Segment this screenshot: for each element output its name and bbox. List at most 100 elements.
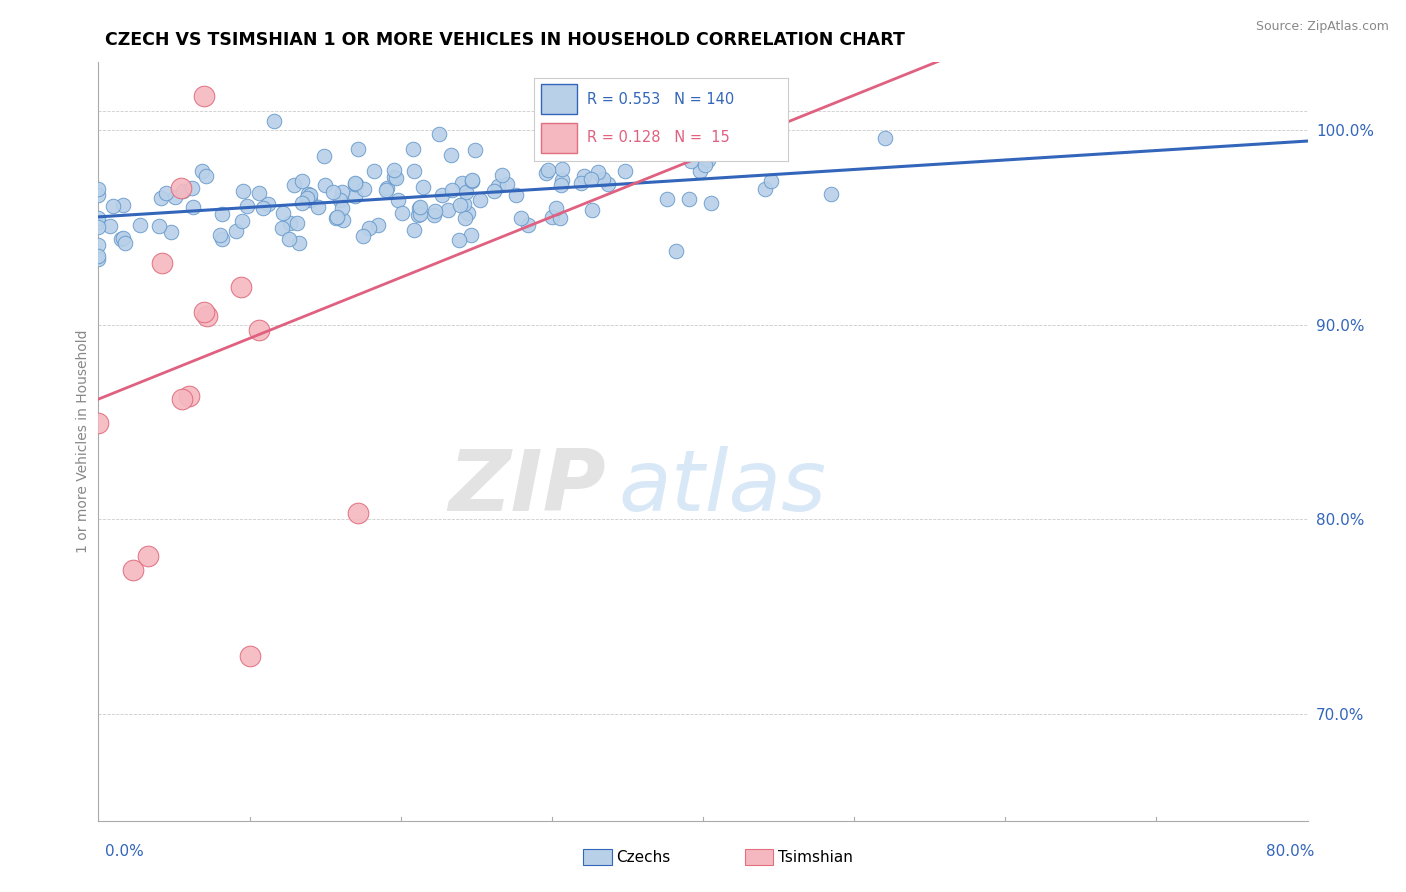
Point: [423, 203, 446, 218]
Point: [437, 203, 460, 218]
Point: [325, 211, 347, 226]
Point: [550, 178, 572, 192]
Point: [375, 181, 398, 195]
Point: [160, 225, 183, 239]
Point: [391, 206, 413, 220]
Point: [761, 174, 783, 188]
Text: CZECH VS TSIMSHIAN 1 OR MORE VEHICLES IN HOUSEHOLD CORRELATION CHART: CZECH VS TSIMSHIAN 1 OR MORE VEHICLES IN…: [105, 31, 905, 49]
Point: [247, 186, 270, 201]
Point: [332, 213, 354, 227]
Point: [271, 206, 294, 220]
Point: [464, 143, 486, 157]
Point: [87, 417, 110, 431]
Point: [87, 215, 110, 229]
Point: [592, 172, 614, 186]
Point: [873, 131, 896, 145]
Text: Source: ZipAtlas.com: Source: ZipAtlas.com: [1256, 20, 1389, 33]
Point: [330, 202, 353, 216]
Point: [700, 195, 723, 210]
Point: [247, 323, 270, 337]
Point: [285, 15, 308, 29]
Point: [172, 392, 194, 407]
Point: [181, 181, 204, 195]
Point: [534, 166, 557, 180]
Point: [252, 201, 274, 215]
Point: [307, 201, 329, 215]
Point: [440, 147, 463, 161]
Point: [451, 176, 474, 190]
Point: [181, 200, 204, 214]
Point: [375, 184, 398, 198]
Point: [278, 216, 301, 230]
Point: [409, 206, 432, 220]
Point: [346, 506, 368, 520]
Point: [505, 188, 527, 202]
Point: [453, 196, 475, 211]
Point: [231, 280, 253, 294]
Point: [312, 149, 335, 163]
Point: [460, 228, 482, 243]
Point: [298, 193, 321, 207]
Point: [326, 210, 349, 224]
Point: [155, 186, 177, 200]
Point: [550, 211, 572, 225]
Point: [402, 164, 425, 178]
Point: [430, 188, 453, 202]
Point: [598, 178, 620, 192]
Point: [353, 181, 375, 195]
Y-axis label: 1 or more Vehicles in Household: 1 or more Vehicles in Household: [76, 330, 90, 553]
Point: [697, 153, 720, 168]
Point: [295, 191, 318, 205]
Point: [193, 88, 215, 103]
Point: [87, 211, 110, 225]
Point: [681, 153, 703, 168]
Point: [291, 174, 314, 188]
Point: [540, 210, 562, 224]
Point: [87, 252, 110, 267]
Point: [110, 231, 132, 245]
Point: [486, 178, 509, 193]
Point: [404, 223, 426, 237]
Point: [692, 143, 714, 157]
Point: [343, 176, 366, 190]
Point: [447, 233, 470, 247]
Point: [657, 193, 679, 207]
Point: [121, 563, 143, 577]
Point: [172, 184, 194, 198]
Point: [177, 389, 200, 403]
Point: [209, 227, 232, 242]
Point: [363, 164, 385, 178]
Text: ZIP: ZIP: [449, 445, 606, 529]
Point: [440, 183, 463, 197]
Point: [586, 165, 609, 179]
Point: [517, 219, 540, 233]
Point: [695, 158, 717, 172]
Point: [454, 185, 477, 199]
Point: [569, 176, 592, 190]
Point: [401, 143, 423, 157]
Point: [195, 309, 218, 323]
Point: [148, 219, 170, 233]
Point: [283, 178, 305, 192]
Point: [384, 171, 406, 186]
Point: [195, 169, 218, 184]
Point: [346, 142, 368, 156]
Point: [87, 238, 110, 252]
Point: [423, 208, 446, 222]
Point: [482, 184, 505, 198]
Point: [581, 202, 603, 217]
Point: [546, 201, 568, 215]
Text: Czechs: Czechs: [616, 850, 671, 864]
Point: [211, 206, 233, 220]
Point: [150, 256, 173, 270]
Point: [111, 231, 134, 245]
Point: [298, 191, 321, 205]
Point: [457, 205, 479, 219]
Point: [263, 114, 285, 128]
Point: [579, 172, 602, 186]
Point: [678, 192, 700, 206]
Point: [231, 214, 253, 228]
Point: [114, 235, 136, 250]
Point: [112, 198, 135, 212]
Point: [211, 232, 233, 246]
